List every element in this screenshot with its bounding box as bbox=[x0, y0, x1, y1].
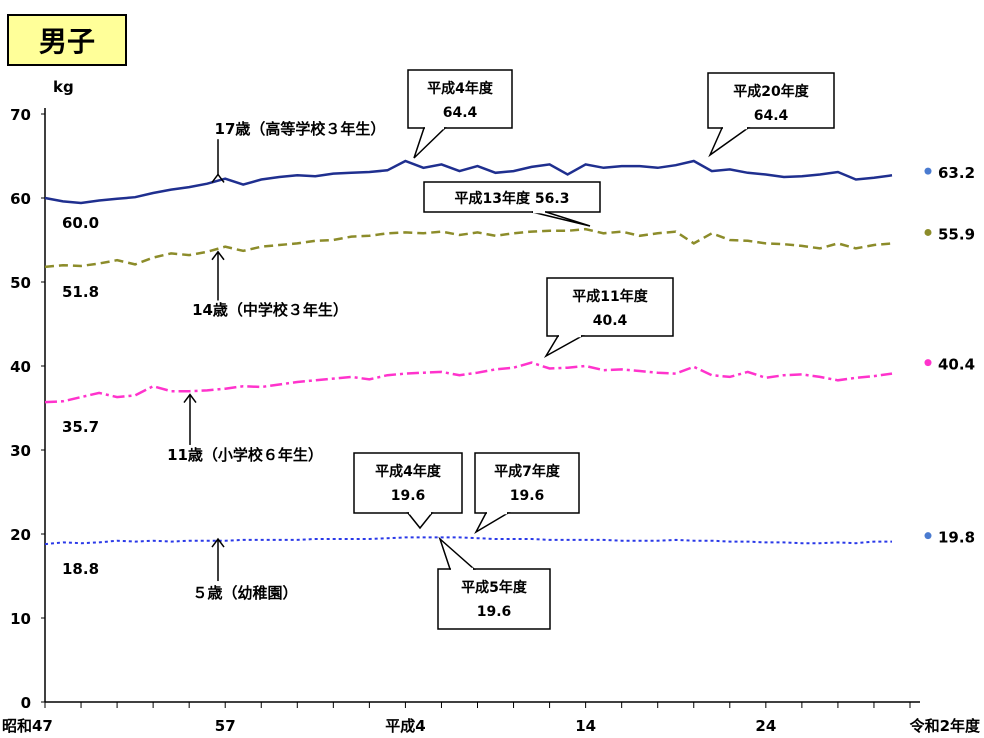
callout-value: 40.4 bbox=[593, 313, 628, 329]
y-tick-label: 70 bbox=[10, 106, 31, 124]
x-tick-label: 昭和47 bbox=[2, 717, 53, 735]
x-tick-label: 57 bbox=[215, 717, 236, 735]
callout-label: 平成7年度 bbox=[494, 463, 561, 480]
callout-1: 平成20年度 64.4 bbox=[707, 72, 835, 158]
endpoint-marker-2 bbox=[924, 359, 932, 367]
axes: 0 10 20 30 40 50 60 70 昭和47 57 平成4 14 24 令和2年度 bbox=[2, 106, 981, 735]
x-tick-label: 14 bbox=[575, 717, 596, 735]
end-value-label-2: 40.4 bbox=[938, 356, 975, 374]
callout-box bbox=[407, 69, 513, 129]
series-line-2 bbox=[44, 361, 893, 404]
end-value-label-0: 63.2 bbox=[938, 164, 975, 182]
endpoint-marker-1 bbox=[924, 228, 932, 236]
series-name-label-3: ５歳（幼稚園） bbox=[192, 584, 297, 602]
y-tick-label: 60 bbox=[10, 190, 31, 208]
callout-label: 平成20年度 bbox=[733, 83, 809, 100]
series-line-0 bbox=[44, 159, 893, 205]
series-arrowhead-2 bbox=[183, 393, 197, 404]
callout-pointer bbox=[543, 335, 585, 359]
callout-6: 平成5年度 19.6 bbox=[437, 536, 551, 630]
series-labels: 63.2 60.0 17歳（高等学校３年生） 55.9 51.8 14歳（中学校３年生） 4… bbox=[62, 120, 975, 602]
callout-pointer bbox=[438, 536, 476, 570]
y-tick-label: 30 bbox=[10, 442, 31, 460]
callout-value: 64.4 bbox=[754, 108, 789, 124]
series-group bbox=[44, 159, 893, 546]
series-name-label-2: 11歳（小学校６年生） bbox=[167, 446, 323, 464]
chart-title: 男子 bbox=[7, 14, 127, 66]
callout-5: 平成7年度 19.6 bbox=[474, 452, 580, 535]
callout-value: 19.6 bbox=[391, 488, 426, 504]
callouts: 平成4年度 64.4 平成20年度 64.4 平成13年度 56.3 平成11年度 40.4… bbox=[353, 69, 835, 630]
start-value-label-0: 60.0 bbox=[62, 214, 99, 232]
callout-label: 平成5年度 bbox=[461, 579, 528, 596]
callout-pointer bbox=[474, 512, 511, 535]
callout-label: 平成13年度 56.3 bbox=[455, 190, 570, 207]
callout-label: 平成11年度 bbox=[572, 288, 648, 305]
series-arrowhead-0 bbox=[211, 173, 225, 183]
callout-pointer bbox=[406, 512, 434, 530]
callout-box bbox=[437, 568, 551, 630]
callout-4: 平成4年度 19.6 bbox=[353, 452, 463, 530]
callout-value: 19.6 bbox=[510, 488, 545, 504]
endpoint-group bbox=[924, 167, 932, 540]
series-name-label-0: 17歳（高等学校３年生） bbox=[215, 120, 386, 138]
endpoint-marker-3 bbox=[924, 532, 932, 540]
start-value-label-2: 35.7 bbox=[62, 418, 99, 436]
callout-box bbox=[474, 452, 580, 514]
callout-pointer bbox=[413, 127, 447, 159]
y-tick-label: 10 bbox=[10, 610, 31, 628]
series-arrowhead-3 bbox=[211, 537, 225, 548]
x-tick-label: 平成4 bbox=[385, 717, 425, 735]
end-value-label-3: 19.8 bbox=[938, 529, 975, 547]
y-tick-label: 40 bbox=[10, 358, 31, 376]
series-arrowhead-1 bbox=[211, 250, 225, 261]
series-name-label-1: 14歳（中学校３年生） bbox=[192, 301, 348, 319]
callout-pointer bbox=[531, 211, 591, 227]
series-line-1 bbox=[44, 227, 893, 269]
callout-value: 64.4 bbox=[443, 105, 478, 121]
y-tick-label: 20 bbox=[10, 526, 31, 544]
callout-box bbox=[707, 72, 835, 129]
y-tick-label: 50 bbox=[10, 274, 31, 292]
callout-box bbox=[423, 181, 601, 213]
series-line-3 bbox=[44, 536, 892, 546]
callout-label: 平成4年度 bbox=[427, 80, 494, 97]
endpoint-marker-0 bbox=[924, 167, 932, 175]
y-tick-label: 0 bbox=[21, 694, 31, 712]
x-tick-label: 令和2年度 bbox=[910, 717, 981, 735]
callout-2: 平成13年度 56.3 bbox=[423, 181, 601, 227]
callout-3: 平成11年度 40.4 bbox=[543, 277, 674, 359]
start-value-label-1: 51.8 bbox=[62, 283, 99, 301]
callout-box bbox=[546, 277, 674, 337]
callout-pointer bbox=[708, 127, 751, 158]
callout-box bbox=[353, 452, 463, 514]
callout-0: 平成4年度 64.4 bbox=[407, 69, 513, 159]
y-axis-unit: kg bbox=[53, 78, 74, 96]
end-value-label-1: 55.9 bbox=[938, 225, 975, 243]
start-value-label-3: 18.8 bbox=[62, 560, 99, 578]
x-tick-label: 24 bbox=[755, 717, 776, 735]
callout-value: 19.6 bbox=[477, 604, 512, 620]
callout-label: 平成4年度 bbox=[375, 463, 442, 480]
